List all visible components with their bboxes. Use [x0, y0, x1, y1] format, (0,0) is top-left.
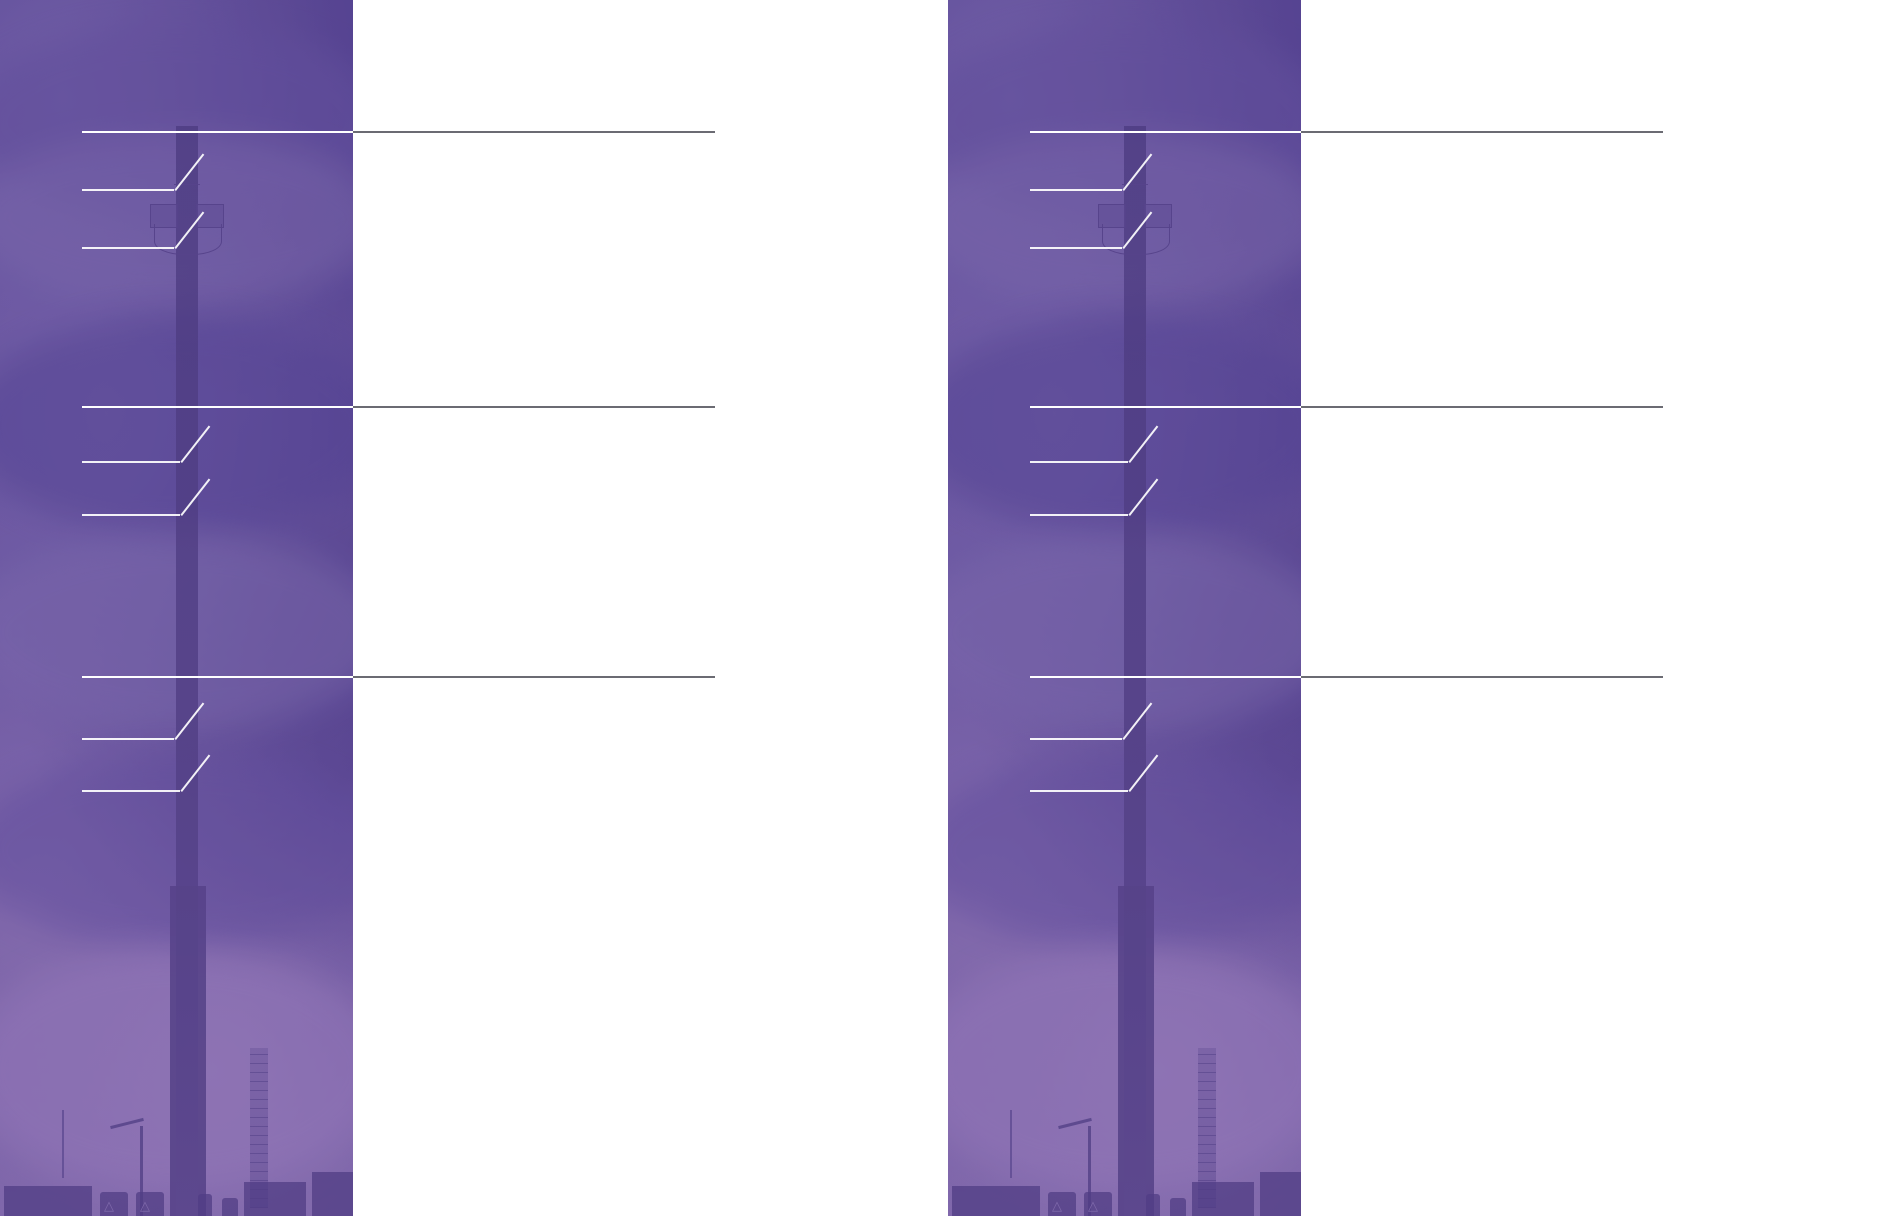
- headline-placeholder-line: [1030, 189, 1122, 191]
- line-tail: [1122, 738, 1124, 740]
- section-divider: [82, 131, 715, 133]
- divider-white-segment: [1030, 131, 1301, 133]
- headline-placeholder-line: [1030, 514, 1128, 516]
- headline-placeholder-line: [82, 514, 180, 516]
- line-tail: [180, 790, 182, 792]
- section-divider: [1030, 676, 1663, 678]
- divider-white-segment: [1030, 406, 1301, 408]
- section-divider: [82, 406, 715, 408]
- line-tail: [1128, 790, 1130, 792]
- section-divider: [1030, 131, 1663, 133]
- section-divider: [1030, 406, 1663, 408]
- article-card-left[interactable]: △ △: [0, 0, 948, 1216]
- hero-photo-left: △ △: [0, 0, 353, 1216]
- headline-placeholder-line: [1030, 738, 1122, 740]
- article-card-right[interactable]: △ △: [948, 0, 1896, 1216]
- headline-placeholder-line: [1030, 790, 1128, 792]
- line-tail: [1128, 514, 1130, 516]
- line-tail: [174, 189, 176, 191]
- line-tail: [180, 514, 182, 516]
- line-tail: [1122, 189, 1124, 191]
- headline-placeholder-line: [82, 189, 174, 191]
- headline-placeholder-line: [1030, 247, 1122, 249]
- divider-white-segment: [1030, 676, 1301, 678]
- hero-media-panel-right: △ △: [948, 0, 1301, 1216]
- section-divider: [82, 676, 715, 678]
- line-tail: [1128, 461, 1130, 463]
- line-tail: [180, 461, 182, 463]
- headline-placeholder-line: [82, 738, 174, 740]
- purple-tint-overlay: [948, 0, 1301, 1216]
- hero-media-panel-left: △ △: [0, 0, 353, 1216]
- line-tail: [174, 247, 176, 249]
- line-tail: [1122, 247, 1124, 249]
- line-tail: [174, 738, 176, 740]
- hero-photo-right: △ △: [948, 0, 1301, 1216]
- headline-placeholder-line: [82, 790, 180, 792]
- headline-placeholder-line: [1030, 461, 1128, 463]
- purple-tint-overlay: [0, 0, 353, 1216]
- headline-placeholder-line: [82, 247, 174, 249]
- divider-white-segment: [82, 406, 353, 408]
- headline-placeholder-line: [82, 461, 180, 463]
- divider-white-segment: [82, 676, 353, 678]
- divider-white-segment: [82, 131, 353, 133]
